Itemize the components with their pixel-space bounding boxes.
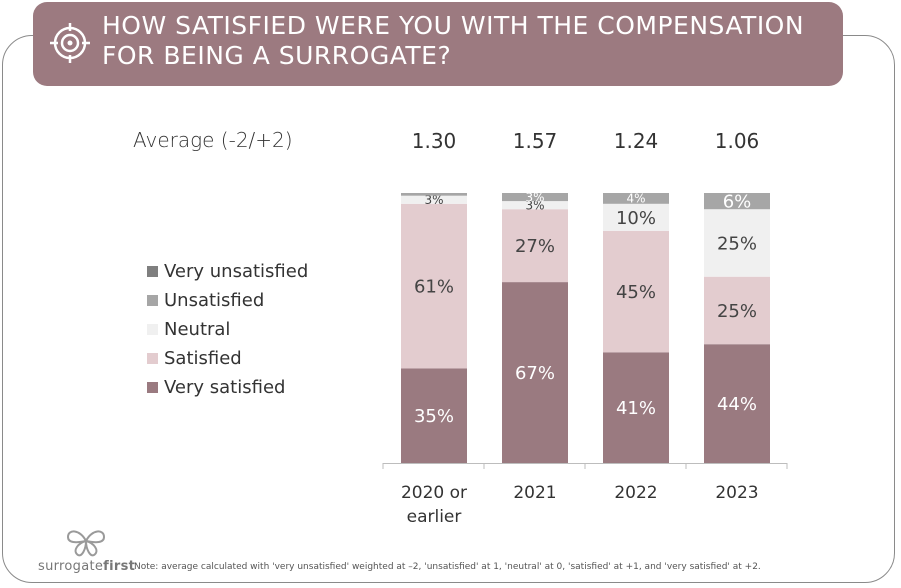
bar-segment	[401, 195, 467, 204]
category-label: 2021	[513, 483, 556, 503]
data-label: 27%	[515, 236, 555, 257]
bar-segment	[502, 282, 568, 463]
bar-segment	[502, 193, 568, 202]
data-label: 25%	[717, 301, 757, 322]
data-label: 35%	[414, 406, 454, 427]
legend-item: Very satisfied	[147, 373, 377, 402]
surrogatefirst-logo: surrogatefirst	[38, 527, 148, 577]
bar-segment	[502, 209, 568, 283]
legend-item: Neutral	[147, 315, 377, 344]
category-label: earlier	[407, 507, 462, 527]
bar-segment	[704, 193, 770, 210]
data-label: 3%	[525, 198, 544, 212]
data-label: 6%	[723, 192, 752, 213]
legend: Very unsatisfied Unsatisfied Neutral Satisf…	[147, 257, 377, 402]
average-value: 1.30	[412, 129, 457, 153]
bar-segment	[603, 230, 669, 353]
legend-label: Very unsatisfied	[164, 261, 309, 282]
logo-text-surrogate: surrogate	[38, 559, 104, 574]
legend-swatch	[147, 382, 158, 393]
title-banner	[33, 2, 843, 86]
legend-swatch	[147, 324, 158, 335]
legend-swatch	[147, 353, 158, 364]
legend-swatch	[147, 266, 158, 277]
data-label: 44%	[717, 394, 757, 415]
category-label: 2023	[715, 483, 758, 503]
target-icon	[50, 23, 90, 63]
bar-segment	[401, 368, 467, 463]
legend-item: Unsatisfied	[147, 286, 377, 315]
logo-text: surrogatefirst	[38, 559, 135, 574]
legend-label: Unsatisfied	[164, 290, 265, 311]
average-value: 1.06	[715, 129, 760, 153]
category-label: 2020 or	[401, 483, 467, 503]
data-label: 45%	[616, 282, 656, 303]
data-label: 4%	[626, 192, 645, 206]
butterfly-icon	[66, 530, 106, 557]
data-label: 67%	[515, 363, 555, 384]
legend-swatch	[147, 295, 158, 306]
data-label: 25%	[717, 233, 757, 254]
average-value: 1.57	[513, 129, 558, 153]
bar-segment	[603, 352, 669, 463]
average-value: 1.24	[614, 129, 659, 153]
legend-label: Neutral	[164, 319, 231, 340]
bar-segment	[401, 203, 467, 369]
data-label: 3%	[525, 190, 544, 204]
data-label: 41%	[616, 398, 656, 419]
legend-label: Very satisfied	[164, 377, 286, 398]
legend-item: Satisfied	[147, 344, 377, 373]
bar-segment	[502, 201, 568, 210]
data-label: 61%	[414, 277, 454, 298]
legend-item: Very unsatisfied	[147, 257, 377, 286]
bar-segment	[401, 193, 467, 196]
logo-text-first: first	[103, 559, 136, 574]
footnote: Note: average calculated with 'very unsa…	[134, 562, 761, 572]
data-label: 3%	[424, 193, 443, 207]
legend-label: Satisfied	[164, 348, 242, 369]
category-label: 2022	[614, 483, 657, 503]
bar-segment	[603, 193, 669, 204]
bar-segment	[603, 203, 669, 231]
average-label: Average (-2/+2)	[133, 128, 293, 152]
chart-title: HOW SATISFIED WERE YOU WITH THE COMPENSA…	[102, 11, 805, 70]
bar-segment	[704, 209, 770, 277]
bar-segment	[704, 344, 770, 463]
bar-segment	[704, 276, 770, 345]
data-label: 10%	[616, 208, 656, 229]
